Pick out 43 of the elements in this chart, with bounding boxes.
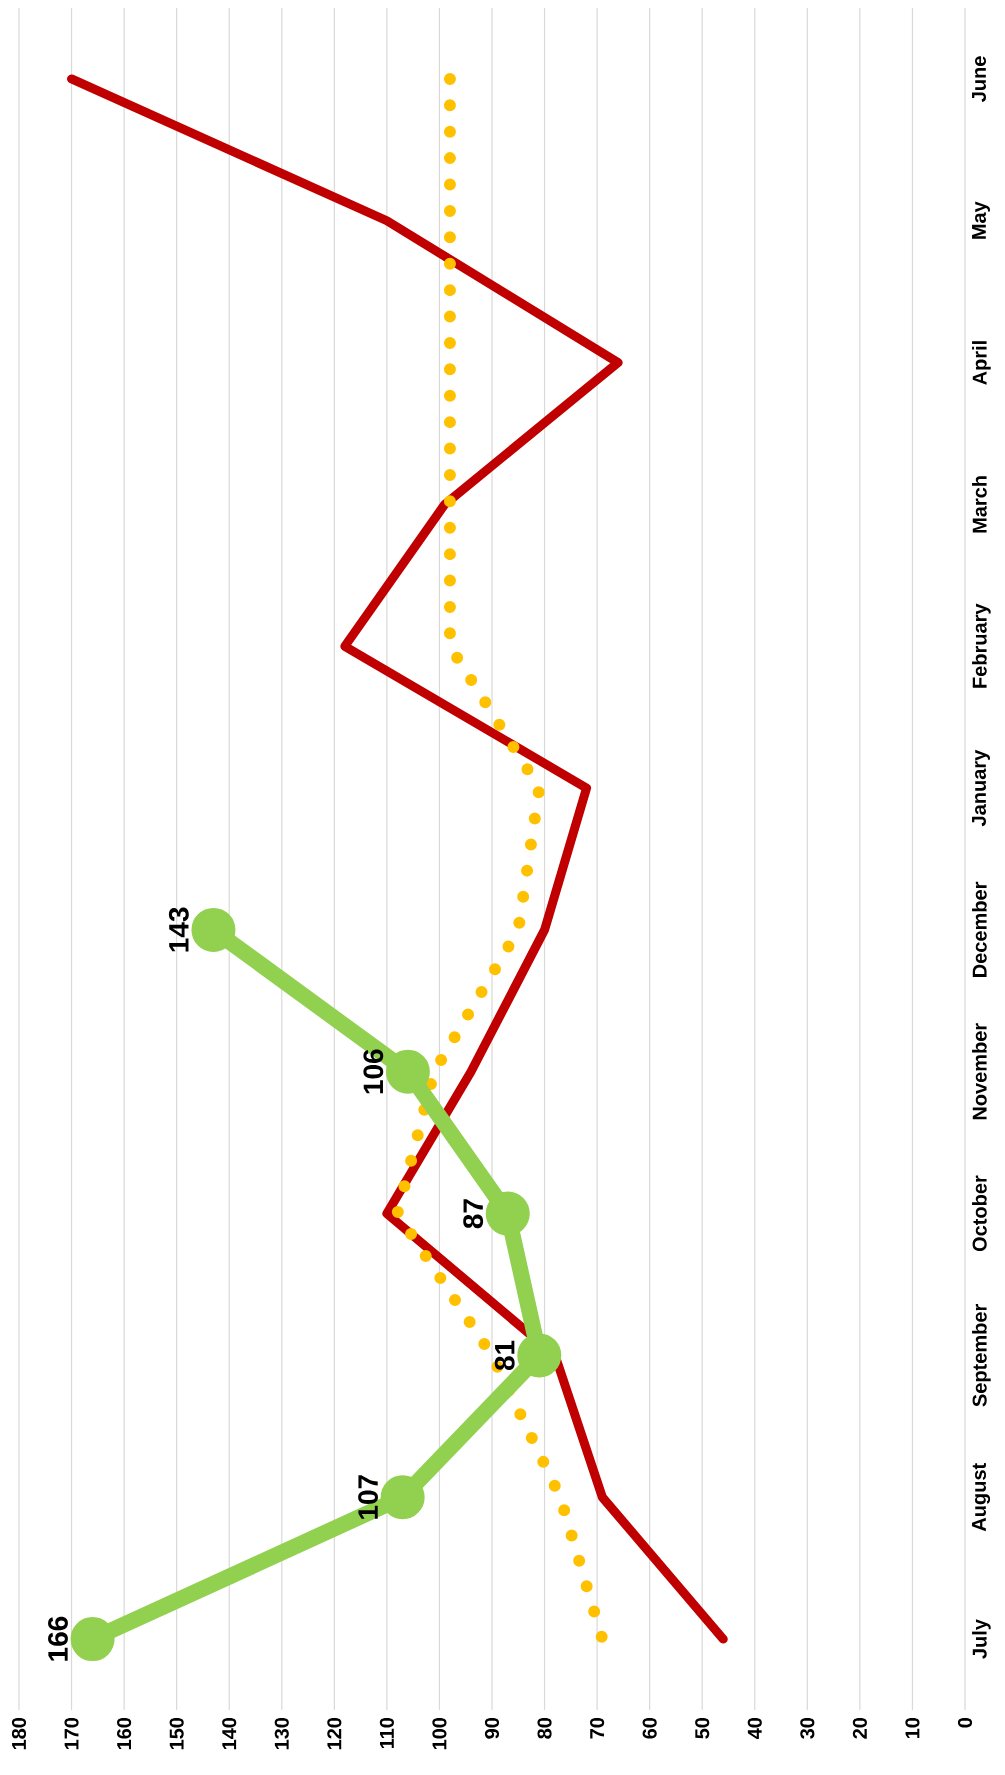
x-tick-label: 20 [852, 1717, 867, 1739]
data-label: 87 [463, 1199, 484, 1229]
y-tick-label: July [972, 1619, 991, 1659]
y-tick-label: September [972, 1304, 991, 1407]
x-tick-label: 0 [957, 1717, 973, 1728]
x-tick-label: 170 [64, 1717, 79, 1750]
x-tick-label: 110 [379, 1717, 394, 1749]
x-tick-label: 140 [222, 1717, 237, 1750]
x-tick-label: 180 [11, 1717, 27, 1750]
y-tick-label: August [972, 1463, 991, 1532]
x-tick-label: 90 [484, 1717, 500, 1739]
point [385, 1049, 430, 1094]
data-label: 81 [494, 1340, 515, 1371]
data-label: 143 [168, 907, 189, 952]
point [517, 1333, 562, 1378]
x-tick-label: 60 [642, 1717, 657, 1739]
x-tick-label: 80 [537, 1717, 552, 1739]
y-tick-label: December [972, 881, 987, 977]
point [191, 907, 236, 952]
x-tick-label: 160 [117, 1717, 132, 1750]
point [70, 1617, 115, 1662]
x-tick-label: 50 [695, 1717, 710, 1739]
point [485, 1191, 530, 1236]
data-label: 106 [363, 1049, 384, 1094]
y-tick-label: October [972, 1175, 987, 1252]
y-tick-label: March [972, 476, 987, 533]
y-tick-label: January [972, 749, 990, 827]
x-tick-label: 100 [432, 1717, 447, 1750]
x-tick-label: 130 [274, 1717, 289, 1750]
x-tick-label: 150 [169, 1717, 184, 1750]
y-tick-label: May [972, 201, 990, 239]
data-label: 107 [358, 1475, 378, 1519]
data-label: 166 [48, 1616, 68, 1661]
x-tick-label: 10 [905, 1717, 920, 1739]
x-tick-label: 120 [327, 1717, 342, 1750]
y-tick-label: November [972, 1023, 987, 1120]
x-tick-label: 70 [590, 1717, 605, 1739]
y-tick-label: April [972, 341, 991, 385]
y-tick-label: February [972, 603, 991, 688]
point [380, 1475, 425, 1520]
y-tick-label: June [972, 56, 986, 102]
x-tick-label: 30 [800, 1717, 815, 1739]
x-tick-label: 40 [747, 1717, 762, 1740]
